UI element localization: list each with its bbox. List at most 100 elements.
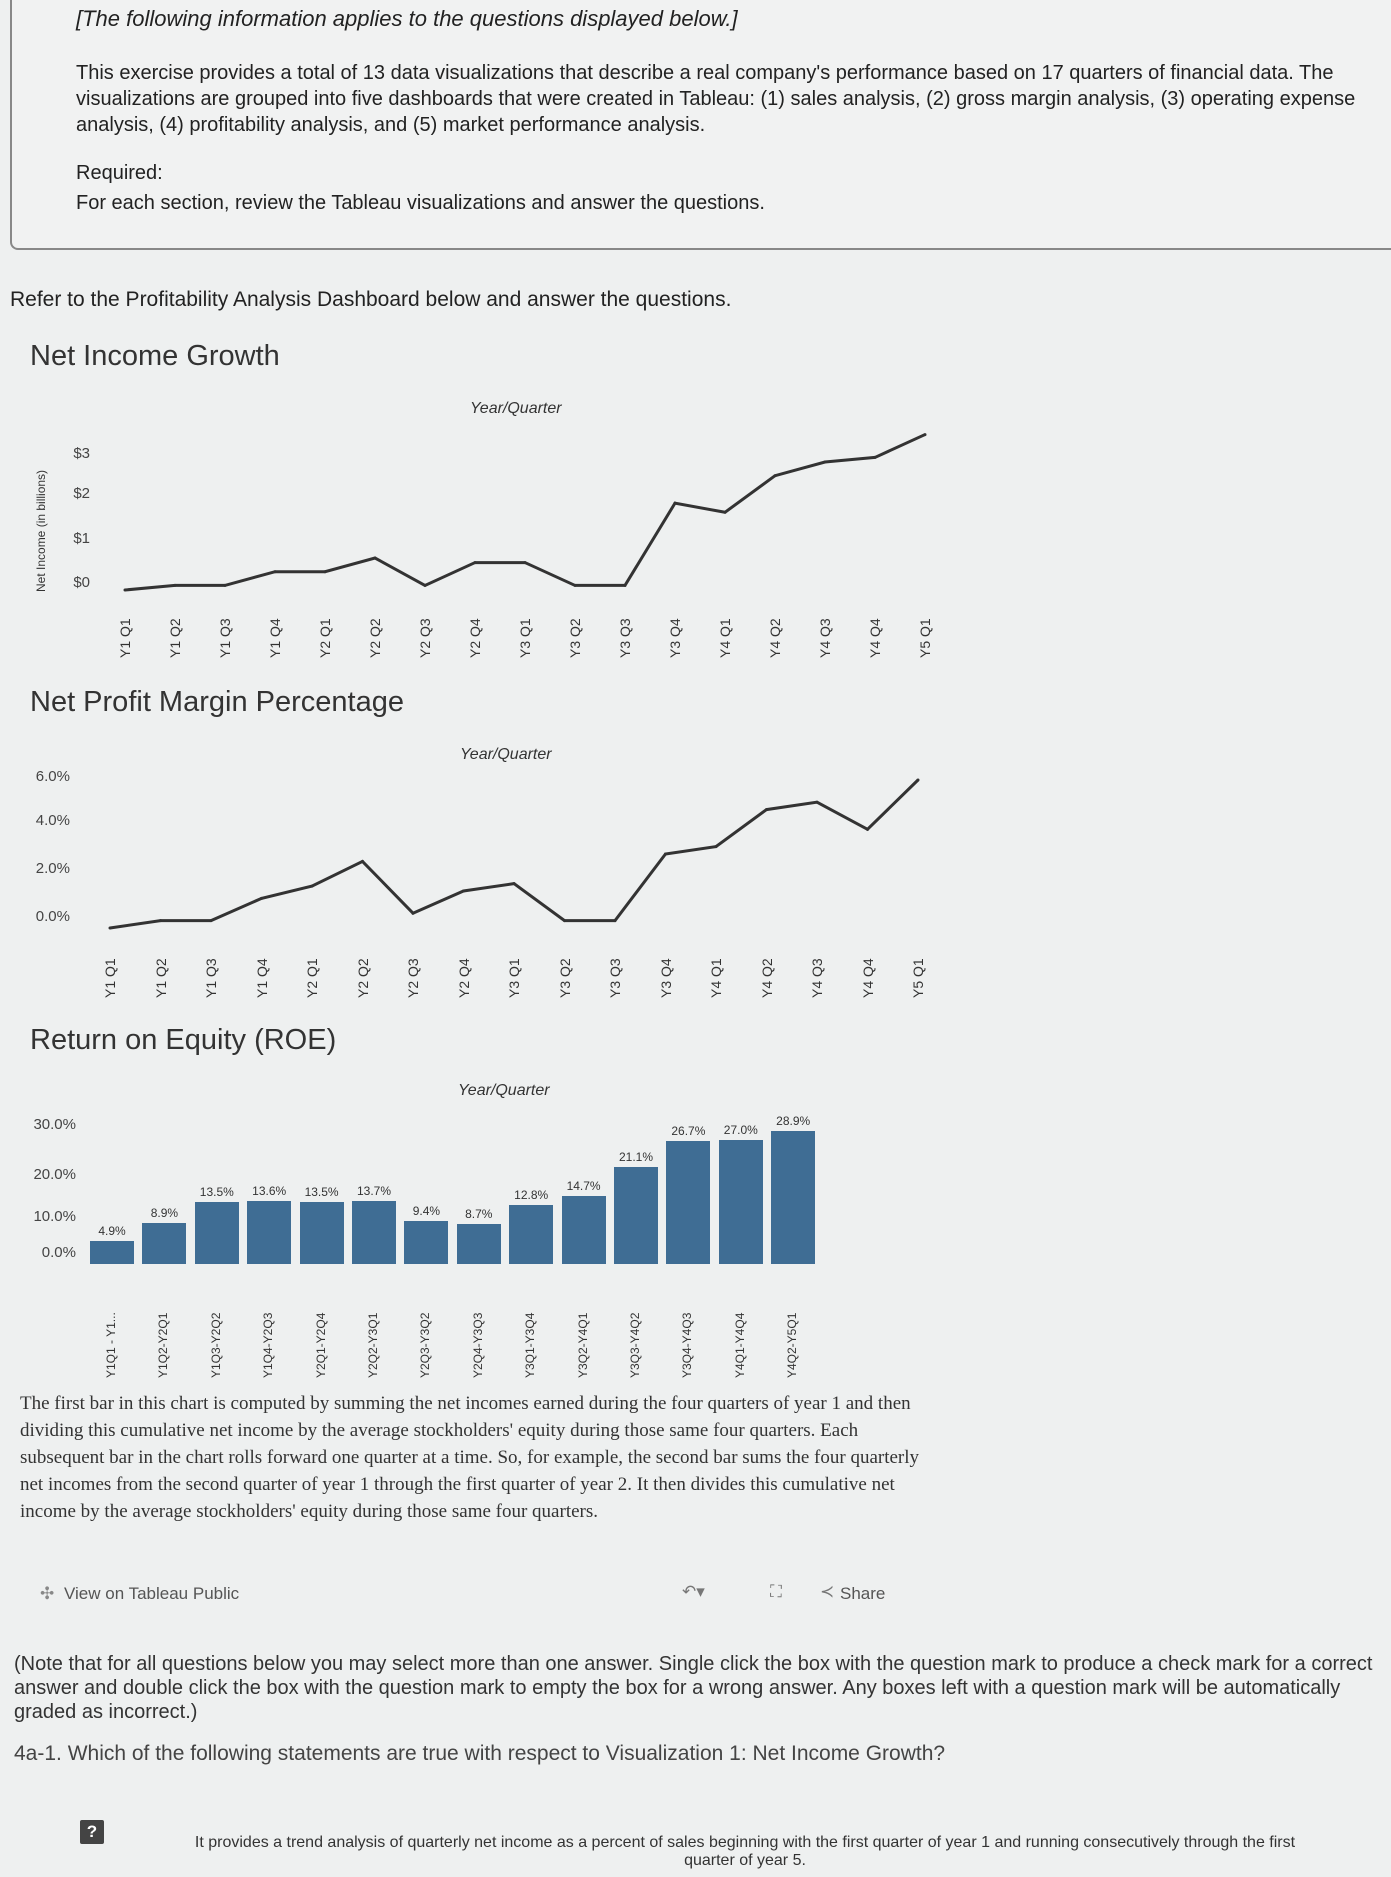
ni-ytick: $2 [73, 485, 90, 502]
ni-ytick: $3 [73, 445, 90, 462]
fullscreen-icon[interactable]: ⛶ [770, 1582, 782, 1601]
x-tick-label: Y2 Q3 [405, 958, 421, 998]
question-4a-1: 4a-1. Which of the following statements … [14, 1742, 946, 1765]
roe-ytick: 30.0% [33, 1116, 76, 1133]
series-line [109, 778, 920, 930]
roe-x-tick-label: Y1Q3-Y2Q2 [208, 1312, 223, 1378]
refer-instruction: Refer to the Profitability Analysis Dash… [10, 288, 732, 311]
x-tick-label: Y3 Q2 [556, 958, 573, 998]
data-point [123, 588, 127, 592]
roe-description: The first bar in this chart is computed … [20, 1393, 920, 1522]
data-point [916, 778, 920, 782]
roe-x-tick-label: Y1Q4-Y2Q3 [261, 1312, 276, 1378]
roe-bar [194, 1201, 239, 1264]
data-point [723, 510, 727, 514]
roe-bar-label: 14.7% [566, 1179, 601, 1194]
share-button[interactable]: Share [840, 1584, 886, 1603]
data-point [873, 455, 877, 459]
roe-bar [718, 1139, 763, 1264]
npm-ytick: 2.0% [35, 860, 70, 877]
x-tick-label: Y3 Q3 [607, 958, 623, 998]
x-tick-label: Y5 Q1 [910, 958, 926, 998]
roe-bar-label: 27.0% [723, 1122, 758, 1137]
data-point [173, 583, 177, 587]
roe-bar-label: 13.6% [252, 1184, 287, 1199]
info-heading: [The following information applies to th… [76, 6, 738, 31]
data-point [260, 896, 263, 900]
answer-option-text: It provides a trend analysis of quarterl… [194, 1834, 1296, 1869]
roe-ytick: 0.0% [41, 1244, 76, 1261]
npm-ytick: 4.0% [35, 812, 70, 829]
roe-bar [142, 1223, 187, 1264]
net-income-xaxis-title: Year/Quarter [470, 400, 562, 417]
roe-x-tick-label: Y3Q2-Y4Q1 [575, 1312, 590, 1378]
npm-ytick: 0.0% [35, 908, 70, 925]
x-tick-label: Y3 Q4 [657, 958, 674, 998]
roe-bar-label: 13.5% [304, 1184, 339, 1199]
data-point [462, 889, 465, 893]
roe-bar [456, 1223, 501, 1264]
data-point [411, 911, 415, 915]
data-point [473, 561, 477, 565]
npm-xaxis-title: Year/Quarter [460, 746, 552, 763]
roe-bar-label: 9.4% [412, 1203, 441, 1218]
roe-x-tick-label: Y4Q2-Y5Q1 [785, 1312, 800, 1378]
info-box: [The following information applies to th… [10, 0, 1391, 250]
data-point [373, 556, 377, 560]
roe-ytick: 10.0% [33, 1208, 76, 1225]
data-point [613, 919, 617, 923]
info-body: This exercise provides a total of 13 dat… [76, 62, 1356, 136]
roe-bar [404, 1220, 449, 1264]
undo-icon[interactable]: ↶▾ [682, 1582, 705, 1601]
net-income-chart-title: Net Income Growth [30, 340, 280, 372]
required-label: Required: [76, 162, 163, 184]
roe-bar [247, 1201, 292, 1264]
roe-bar-label: 13.5% [199, 1184, 234, 1199]
roe-bar [614, 1166, 658, 1264]
roe-x-tick-label: Y1Q2-Y2Q1 [156, 1312, 171, 1378]
answer-checkbox[interactable]: ? [80, 1820, 104, 1844]
x-tick-label: Y1 Q4 [253, 958, 270, 998]
data-point [623, 583, 627, 587]
data-point [209, 919, 213, 923]
roe-bar [561, 1196, 606, 1264]
roe-bar [771, 1131, 816, 1264]
net-income-line-chart [123, 433, 927, 592]
data-point [159, 919, 162, 923]
view-on-tableau-link[interactable]: View on Tableau Public [64, 1584, 240, 1603]
roe-bar-label: 21.1% [618, 1149, 654, 1164]
npm-chart-title: Net Profit Margin Percentage [30, 686, 404, 718]
roe-bar-label: 13.7% [356, 1183, 392, 1198]
data-point [923, 433, 927, 437]
x-tick-label: Y2 Q4 [455, 958, 472, 998]
roe-chart-title: Return on Equity (ROE) [30, 1024, 337, 1056]
data-point [512, 882, 516, 886]
x-tick-label: Y4 Q3 [809, 958, 825, 998]
data-point [523, 561, 527, 565]
x-tick-label: Y2 Q2 [354, 958, 371, 998]
data-point [223, 583, 227, 587]
ni-ytick: $0 [73, 574, 90, 591]
data-point [866, 827, 869, 831]
roe-x-tick-label: Y2Q4-Y3Q3 [470, 1312, 485, 1378]
roe-bar [666, 1141, 711, 1264]
data-point [823, 460, 827, 464]
x-tick-label: Y2 Q1 [304, 958, 320, 998]
tableau-logo-icon: ✣ [40, 1584, 55, 1603]
x-tick-label: Y4 Q4 [859, 958, 876, 998]
roe-bar-label: 8.7% [465, 1206, 493, 1221]
ni-ytick: $1 [73, 530, 90, 547]
roe-bar-label: 4.9% [98, 1224, 126, 1239]
share-icon[interactable]: ≺ [820, 1582, 835, 1601]
roe-bar [90, 1241, 134, 1264]
npm-line-chart [108, 778, 920, 930]
data-point [563, 919, 566, 923]
data-point [323, 570, 327, 574]
required-text: For each section, review the Tableau vis… [76, 192, 765, 214]
data-point [765, 808, 768, 812]
grading-note: (Note that for all questions below you m… [14, 1653, 1373, 1723]
roe-ytick: 20.0% [33, 1166, 76, 1183]
data-point [108, 926, 112, 930]
roe-x-tick-label: Y3Q1-Y3Q4 [523, 1312, 538, 1378]
x-tick-label: Y4 Q1 [708, 958, 724, 998]
